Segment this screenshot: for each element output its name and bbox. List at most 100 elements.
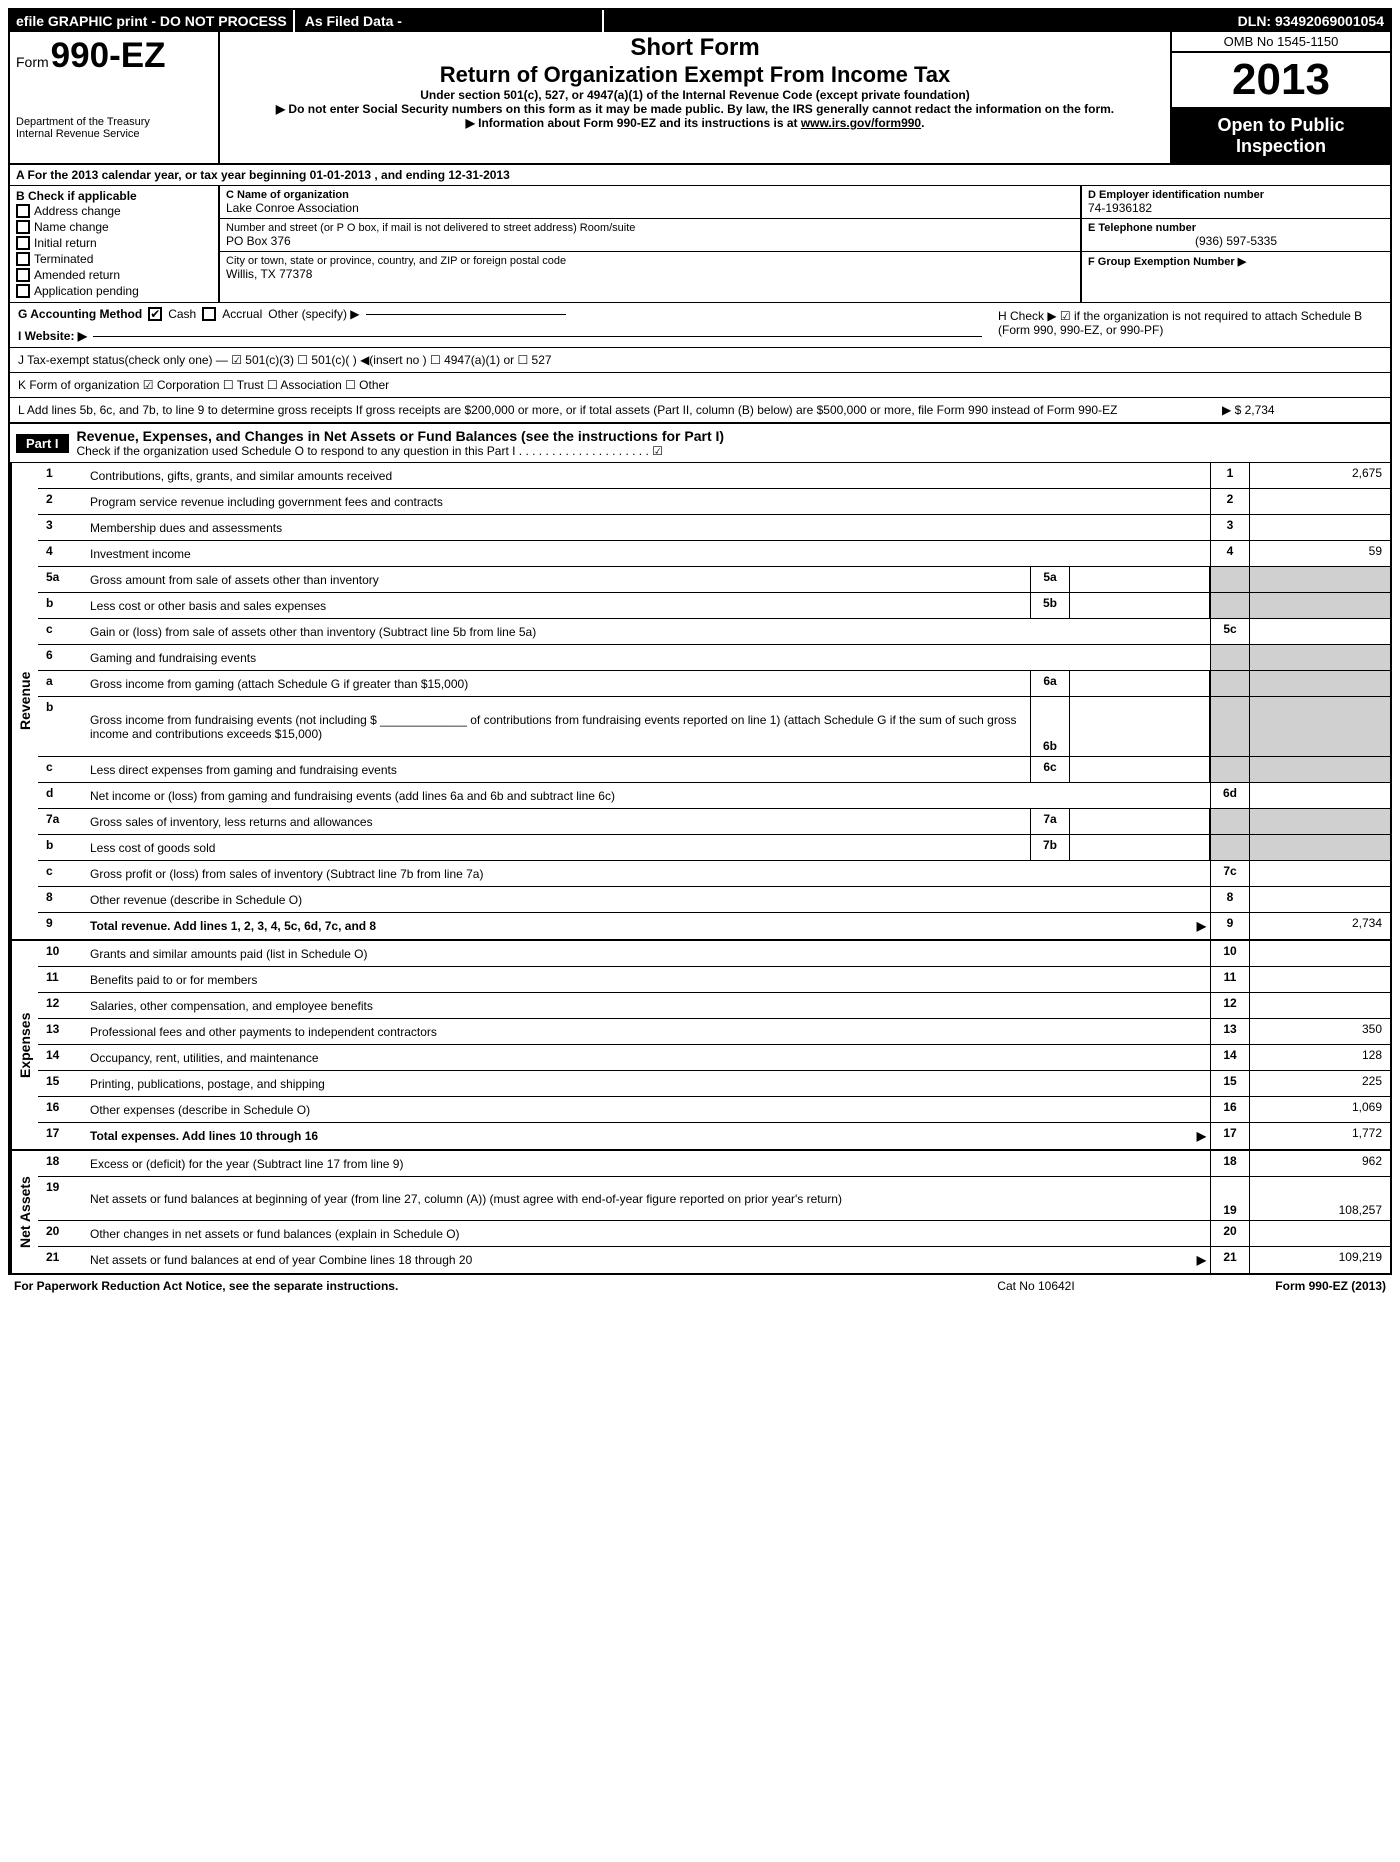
- header-center: Short Form Return of Organization Exempt…: [220, 32, 1170, 163]
- street-val: PO Box 376: [226, 234, 1074, 248]
- line-6a: a Gross income from gaming (attach Sched…: [38, 671, 1390, 697]
- line-6c: c Less direct expenses from gaming and f…: [38, 757, 1390, 783]
- section-bcdef: B Check if applicable Address change Nam…: [10, 186, 1390, 303]
- line-k: K Form of organization ☑ Corporation ☐ T…: [10, 373, 1390, 398]
- header-right: OMB No 1545-1150 2013 Open to Public Ins…: [1170, 32, 1390, 163]
- col-c: C Name of organization Lake Conroe Assoc…: [220, 186, 1080, 302]
- street-row: Number and street (or P O box, if mail i…: [220, 219, 1080, 252]
- open-public: Open to Public Inspection: [1172, 109, 1390, 163]
- org-name: Lake Conroe Association: [226, 201, 1074, 215]
- note-info-pre: ▶ Information about Form 990-EZ and its …: [466, 116, 801, 130]
- line-l-text: L Add lines 5b, 6c, and 7b, to line 9 to…: [18, 403, 1222, 417]
- line-13: 13 Professional fees and other payments …: [38, 1019, 1390, 1045]
- revenue-vlabel: Revenue: [10, 463, 38, 939]
- city-val: Willis, TX 77378: [226, 267, 1074, 281]
- footer: For Paperwork Reduction Act Notice, see …: [8, 1275, 1392, 1297]
- group-row: F Group Exemption Number ▶: [1082, 252, 1390, 271]
- open-public-1: Open to Public: [1174, 115, 1388, 136]
- col-de: D Employer identification number 74-1936…: [1080, 186, 1390, 302]
- city-lbl: City or town, state or province, country…: [226, 255, 1074, 267]
- line-l-val: ▶ $ 2,734: [1222, 403, 1382, 417]
- phone-lbl: E Telephone number: [1088, 222, 1384, 234]
- chk-amended[interactable]: Amended return: [16, 267, 212, 283]
- line-i-lbl: I Website: ▶: [18, 329, 87, 343]
- org-name-row: C Name of organization Lake Conroe Assoc…: [220, 186, 1080, 219]
- netassets-section: Net Assets 18 Excess or (deficit) for th…: [10, 1151, 1390, 1273]
- line-21: 21 Net assets or fund balances at end of…: [38, 1247, 1390, 1273]
- footer-right: Form 990-EZ (2013): [1186, 1279, 1386, 1293]
- org-name-lbl: C Name of organization: [226, 189, 1074, 201]
- part1-title-wrap: Revenue, Expenses, and Changes in Net As…: [77, 428, 725, 458]
- phone-row: E Telephone number (936) 597-5335: [1082, 219, 1390, 252]
- part1-label: Part I: [16, 434, 69, 453]
- revenue-lines: 1 Contributions, gifts, grants, and simi…: [38, 463, 1390, 939]
- ein-val: 74-1936182: [1088, 201, 1384, 215]
- col-b: B Check if applicable Address change Nam…: [10, 186, 220, 302]
- section-gi-left: G Accounting Method Cash Accrual Other (…: [10, 303, 990, 347]
- line-11: 11 Benefits paid to or for members 11: [38, 967, 1390, 993]
- top-bar: efile GRAPHIC print - DO NOT PROCESS As …: [10, 10, 1390, 32]
- line-7b: b Less cost of goods sold 7b: [38, 835, 1390, 861]
- chk-address[interactable]: Address change: [16, 203, 212, 219]
- header-left: Form 990-EZ Department of the Treasury I…: [10, 32, 220, 163]
- line-8: 8 Other revenue (describe in Schedule O)…: [38, 887, 1390, 913]
- chk-terminated[interactable]: Terminated: [16, 251, 212, 267]
- line-a: A For the 2013 calendar year, or tax yea…: [10, 165, 1390, 186]
- col-b-title: B Check if applicable: [16, 189, 212, 203]
- efile-label: efile GRAPHIC print - DO NOT PROCESS: [10, 10, 293, 32]
- note-info: ▶ Information about Form 990-EZ and its …: [228, 116, 1162, 130]
- return-title: Return of Organization Exempt From Incom…: [228, 62, 1162, 88]
- open-public-2: Inspection: [1174, 136, 1388, 157]
- line-5b: b Less cost or other basis and sales exp…: [38, 593, 1390, 619]
- section-gh: G Accounting Method Cash Accrual Other (…: [10, 303, 1390, 348]
- line-12: 12 Salaries, other compensation, and emp…: [38, 993, 1390, 1019]
- line-14: 14 Occupancy, rent, utilities, and maint…: [38, 1045, 1390, 1071]
- part1-title: Revenue, Expenses, and Changes in Net As…: [77, 428, 725, 444]
- line-i: I Website: ▶: [10, 325, 990, 347]
- form-prefix: Form: [16, 54, 49, 70]
- line-g-lbl: G Accounting Method: [18, 307, 142, 321]
- expenses-section: Expenses 10 Grants and similar amounts p…: [10, 941, 1390, 1151]
- expenses-lines: 10 Grants and similar amounts paid (list…: [38, 941, 1390, 1149]
- form-no-text: 990-EZ: [51, 36, 166, 76]
- street-lbl: Number and street (or P O box, if mail i…: [226, 222, 1074, 234]
- line-g: G Accounting Method Cash Accrual Other (…: [10, 303, 990, 325]
- dln-label: DLN: 93492069001054: [1232, 10, 1390, 32]
- line-h: H Check ▶ ☑ if the organization is not r…: [990, 303, 1390, 347]
- line-17: 17 Total expenses. Add lines 10 through …: [38, 1123, 1390, 1149]
- line-6d: d Net income or (loss) from gaming and f…: [38, 783, 1390, 809]
- chk-name[interactable]: Name change: [16, 219, 212, 235]
- irs-link[interactable]: www.irs.gov/form990: [801, 116, 921, 130]
- part1-check: Check if the organization used Schedule …: [77, 444, 725, 458]
- chk-cash[interactable]: [148, 307, 162, 321]
- ein-lbl: D Employer identification number: [1088, 189, 1384, 201]
- line-5c: c Gain or (loss) from sale of assets oth…: [38, 619, 1390, 645]
- part1-header: Part I Revenue, Expenses, and Changes in…: [10, 422, 1390, 463]
- chk-initial[interactable]: Initial return: [16, 235, 212, 251]
- asfiled-label: As Filed Data -: [293, 10, 604, 32]
- line-9: 9 Total revenue. Add lines 1, 2, 3, 4, 5…: [38, 913, 1390, 939]
- line-15: 15 Printing, publications, postage, and …: [38, 1071, 1390, 1097]
- subtitle: Under section 501(c), 527, or 4947(a)(1)…: [228, 88, 1162, 102]
- note-ssn: ▶ Do not enter Social Security numbers o…: [228, 102, 1162, 116]
- group-lbl: F Group Exemption Number ▶: [1088, 255, 1384, 268]
- footer-left: For Paperwork Reduction Act Notice, see …: [14, 1279, 886, 1293]
- line-20: 20 Other changes in net assets or fund b…: [38, 1221, 1390, 1247]
- line-5a: 5a Gross amount from sale of assets othe…: [38, 567, 1390, 593]
- expenses-vlabel: Expenses: [10, 941, 38, 1149]
- line-l: L Add lines 5b, 6c, and 7b, to line 9 to…: [10, 398, 1390, 422]
- ein-row: D Employer identification number 74-1936…: [1082, 186, 1390, 219]
- footer-mid: Cat No 10642I: [886, 1279, 1186, 1293]
- chk-pending[interactable]: Application pending: [16, 283, 212, 299]
- chk-accrual[interactable]: [202, 307, 216, 321]
- short-form-title: Short Form: [228, 34, 1162, 62]
- omb-label: OMB No 1545-1150: [1172, 32, 1390, 53]
- line-16: 16 Other expenses (describe in Schedule …: [38, 1097, 1390, 1123]
- city-row: City or town, state or province, country…: [220, 252, 1080, 284]
- line-6: 6 Gaming and fundraising events: [38, 645, 1390, 671]
- line-6b: b Gross income from fundraising events (…: [38, 697, 1390, 757]
- line-7a: 7a Gross sales of inventory, less return…: [38, 809, 1390, 835]
- line-18: 18 Excess or (deficit) for the year (Sub…: [38, 1151, 1390, 1177]
- line-2: 2 Program service revenue including gove…: [38, 489, 1390, 515]
- form-number: Form 990-EZ: [16, 36, 212, 76]
